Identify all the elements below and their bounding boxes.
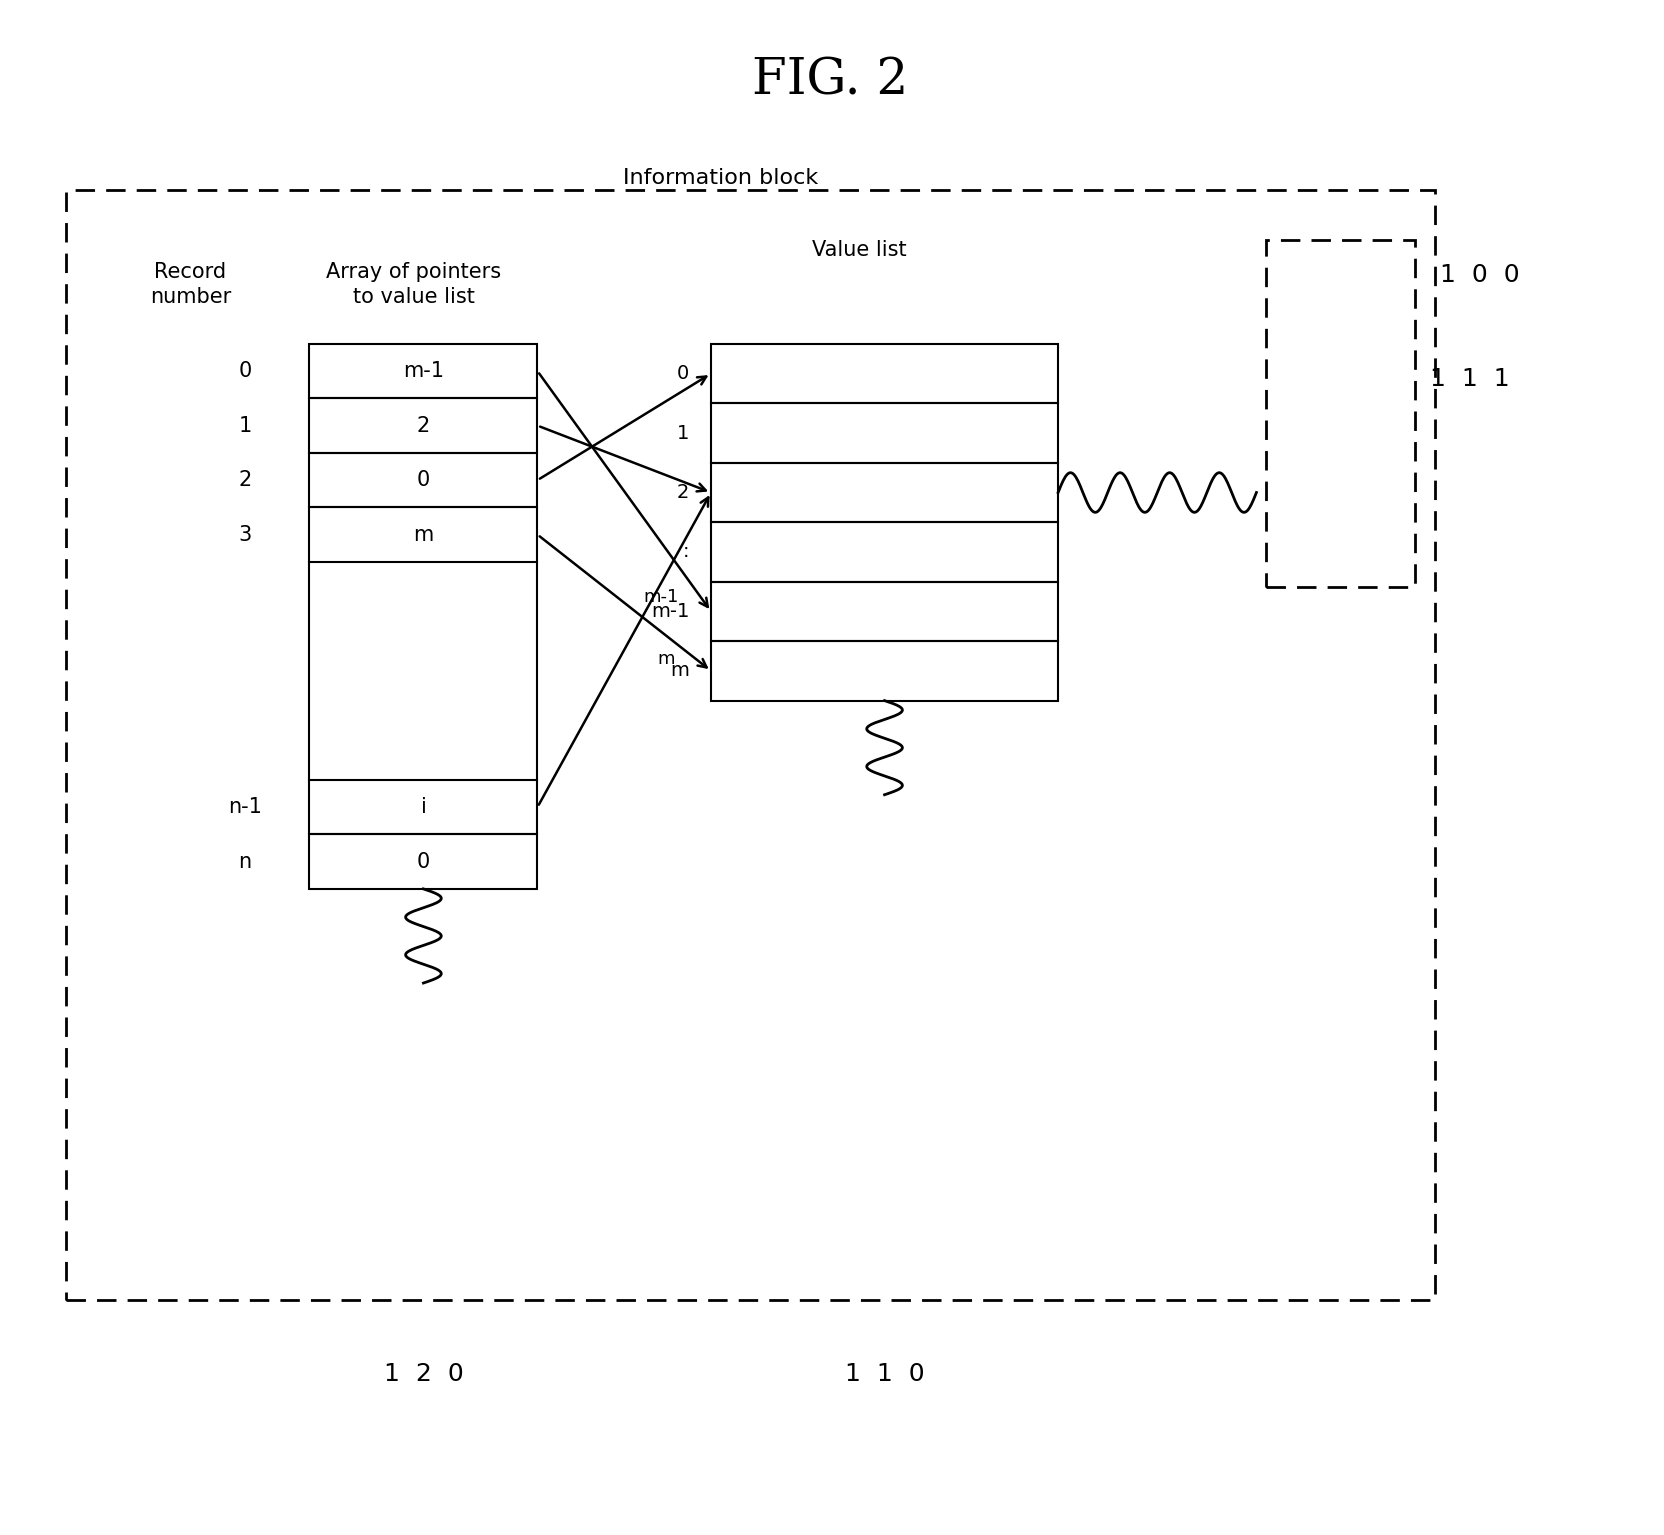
Text: m: m bbox=[657, 649, 674, 668]
Text: m-1: m-1 bbox=[651, 602, 689, 622]
Text: FIG. 2: FIG. 2 bbox=[752, 57, 907, 106]
Text: 0: 0 bbox=[416, 470, 429, 490]
Text: :: : bbox=[682, 542, 689, 562]
Text: n-1: n-1 bbox=[228, 797, 261, 817]
Text: m-1: m-1 bbox=[403, 361, 444, 381]
Text: 2: 2 bbox=[677, 484, 689, 502]
Text: 1  0  0: 1 0 0 bbox=[1439, 262, 1519, 287]
Text: 0: 0 bbox=[238, 361, 251, 381]
Text: m: m bbox=[671, 662, 689, 680]
Text: 1  2  0: 1 2 0 bbox=[383, 1363, 463, 1386]
Text: 1: 1 bbox=[238, 416, 251, 436]
Text: 2: 2 bbox=[416, 416, 429, 436]
Text: 1  1  0: 1 1 0 bbox=[844, 1363, 924, 1386]
Text: 0: 0 bbox=[677, 364, 689, 384]
Text: Record
number: Record number bbox=[150, 262, 231, 307]
Text: n: n bbox=[238, 852, 251, 872]
Text: Array of pointers
to value list: Array of pointers to value list bbox=[326, 262, 501, 307]
Text: m: m bbox=[413, 525, 433, 545]
Text: 2: 2 bbox=[238, 470, 251, 490]
Text: 3: 3 bbox=[238, 525, 251, 545]
Text: m-1: m-1 bbox=[644, 588, 679, 606]
Text: Information block: Information block bbox=[622, 169, 819, 189]
Text: 0: 0 bbox=[416, 852, 429, 872]
Text: i: i bbox=[421, 797, 426, 817]
Text: 1: 1 bbox=[677, 424, 689, 442]
Text: Value list: Value list bbox=[812, 239, 907, 259]
Text: 1  1  1: 1 1 1 bbox=[1429, 367, 1509, 390]
